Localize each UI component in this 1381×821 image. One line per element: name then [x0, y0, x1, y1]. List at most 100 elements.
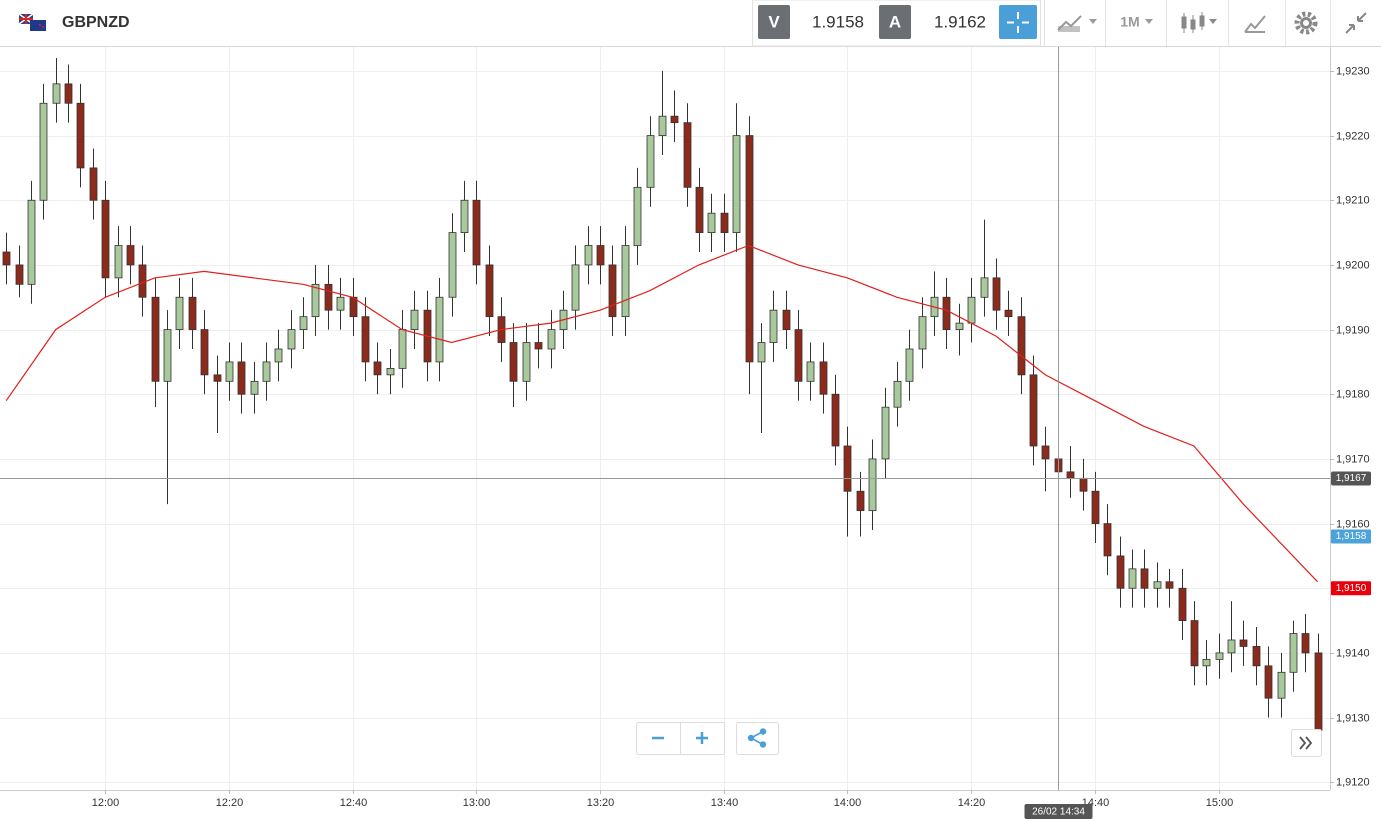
- y-tick-label: 1,9190: [1336, 324, 1370, 336]
- candle-body: [843, 445, 852, 492]
- flag-icon: [18, 13, 46, 31]
- separators: [1044, 0, 1331, 46]
- candle-body: [324, 283, 333, 311]
- sell-button[interactable]: [758, 5, 790, 39]
- share-icon: [747, 728, 767, 748]
- y-tick-label: 1,9160: [1336, 518, 1370, 530]
- candle-body: [670, 115, 679, 124]
- candle-body: [571, 264, 580, 311]
- candle-body: [967, 296, 976, 324]
- y-tick-label: 1,9200: [1336, 259, 1370, 271]
- candle-body: [806, 361, 815, 382]
- candle-body: [460, 199, 469, 233]
- candle-body: [596, 245, 605, 266]
- candle-body: [151, 296, 160, 382]
- candle-body: [1264, 665, 1273, 699]
- candle-body: [1153, 581, 1162, 589]
- candle-body: [1029, 374, 1038, 447]
- draw-button[interactable]: [1244, 15, 1266, 33]
- candle-body: [1041, 445, 1050, 460]
- buy-button[interactable]: [879, 5, 911, 39]
- candle-body: [472, 199, 481, 266]
- candle-body: [398, 329, 407, 369]
- crosshair-time-label: 26/02 14:34: [1032, 807, 1085, 818]
- candle-body: [905, 348, 914, 382]
- sell-label[interactable]: V: [768, 12, 780, 31]
- candle-body: [868, 458, 877, 512]
- candle-body: [126, 245, 135, 266]
- candle-body: [1252, 646, 1261, 667]
- y-tick-label: 1,9130: [1336, 712, 1370, 724]
- candle-body: [386, 367, 395, 376]
- candle-body: [89, 167, 98, 201]
- candle-body: [15, 264, 24, 285]
- candle-body: [52, 83, 61, 104]
- candle-body: [1140, 568, 1149, 589]
- candle-body: [707, 212, 716, 233]
- price-badge-label: 1,9150: [1336, 583, 1367, 594]
- candle-body: [1165, 581, 1174, 589]
- candle-body: [1116, 555, 1125, 589]
- candle-body: [361, 316, 370, 363]
- timeframe-caret: [1145, 19, 1153, 24]
- scroll-end-button[interactable]: [1291, 729, 1322, 757]
- price-badge-label: 1,9158: [1336, 531, 1367, 542]
- candle-body: [819, 361, 828, 395]
- candle-body: [1190, 620, 1199, 667]
- x-tick-label: 13:20: [587, 797, 615, 809]
- x-tick-label: 14:20: [958, 797, 986, 809]
- y-tick-label: 1,9170: [1336, 453, 1370, 465]
- candle-body: [448, 232, 457, 298]
- candle-body: [881, 406, 890, 460]
- candle-body: [1202, 658, 1211, 667]
- x-tick-label: 12:40: [340, 797, 368, 809]
- candle-body: [608, 264, 617, 318]
- candle-body: [1066, 471, 1075, 479]
- candle-body: [101, 199, 110, 279]
- candle-body: [373, 361, 382, 376]
- candle-body: [188, 296, 197, 330]
- crosshair-button[interactable]: [999, 5, 1037, 39]
- candle-body: [534, 342, 543, 350]
- candle-body: [646, 135, 655, 188]
- candle-body: [163, 329, 172, 382]
- settings-button[interactable]: [1294, 11, 1318, 35]
- timeframe[interactable]: 1M: [1120, 14, 1139, 30]
- share-button[interactable]: [736, 722, 779, 755]
- candle-body: [299, 316, 308, 330]
- candle-body: [782, 309, 791, 330]
- candle-body: [745, 135, 754, 363]
- candle-body: [435, 296, 444, 363]
- candle-body: [200, 329, 209, 376]
- crosshair-price-badge: [1331, 471, 1371, 486]
- candle-body: [918, 316, 927, 350]
- candle-body: [720, 212, 729, 233]
- buy-label[interactable]: A: [889, 12, 901, 31]
- candle-body: [64, 83, 73, 104]
- candle-body: [225, 361, 234, 382]
- chart-type-button[interactable]: [1057, 15, 1097, 32]
- zoom-in[interactable]: [696, 732, 708, 744]
- x-tick-label: 12:20: [216, 797, 244, 809]
- y-tick-label: 1,9210: [1336, 194, 1370, 206]
- price-badge: [1331, 529, 1371, 544]
- candle-body: [1017, 316, 1026, 376]
- candle-body: [658, 115, 667, 136]
- crosshair-price-label: 1,9167: [1336, 473, 1367, 484]
- y-tick-label: 1,9120: [1336, 776, 1370, 788]
- toolbar-bg: [0, 0, 1381, 46]
- candle-body: [955, 322, 964, 330]
- moving-average: [5, 244, 1319, 583]
- candle-body: [1004, 309, 1013, 318]
- candle-body: [262, 361, 271, 382]
- candle-body: [274, 348, 283, 363]
- y-tick-label: 1,9230: [1336, 65, 1370, 77]
- scroll-end-icon: [1299, 736, 1313, 750]
- candle-body: [1301, 633, 1310, 654]
- candle-body: [76, 102, 85, 169]
- candle-body: [1178, 587, 1187, 621]
- candle-body: [410, 309, 419, 330]
- candle-style-button[interactable]: [1181, 12, 1217, 33]
- candle-body: [509, 342, 518, 382]
- collapse-button[interactable]: [1345, 12, 1367, 34]
